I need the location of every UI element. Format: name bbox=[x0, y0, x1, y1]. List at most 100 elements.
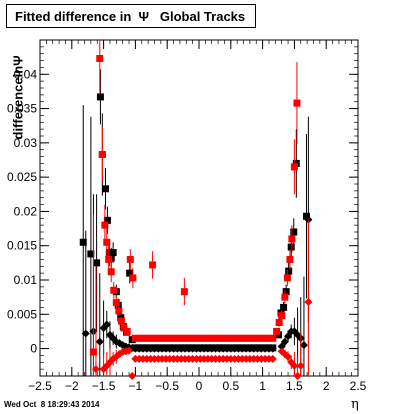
red-square-band-point bbox=[246, 334, 254, 342]
red-square-band-point bbox=[208, 334, 216, 342]
black-square-point bbox=[126, 269, 134, 277]
red-diamond-point bbox=[293, 372, 302, 380]
red-square-band-point bbox=[223, 334, 231, 342]
red-square-band-point bbox=[147, 334, 155, 342]
x-tick-label: 2 bbox=[323, 379, 330, 393]
red-square-band-point bbox=[139, 334, 147, 342]
x-tick-label: 1 bbox=[259, 379, 266, 393]
red-square-band-point bbox=[170, 334, 178, 342]
black-square-point bbox=[282, 288, 290, 296]
black-square-point bbox=[87, 250, 95, 258]
black-square-point bbox=[105, 249, 113, 257]
red-square-point bbox=[96, 55, 104, 63]
red-square-band-point bbox=[242, 334, 250, 342]
x-tick-label: −0.5 bbox=[155, 379, 179, 393]
red-square-point bbox=[123, 327, 131, 335]
red-square-point bbox=[288, 235, 296, 243]
black-square-point bbox=[109, 249, 117, 257]
black-diamond-point bbox=[81, 329, 90, 338]
red-square-band-point bbox=[166, 334, 174, 342]
red-square-band-point bbox=[131, 334, 139, 342]
plot-frame bbox=[39, 39, 359, 377]
red-square-band-point bbox=[150, 334, 158, 342]
y-tick-label: 0.02 bbox=[14, 204, 38, 218]
red-square-point bbox=[115, 307, 123, 315]
red-square-band-point bbox=[189, 334, 197, 342]
red-square-band-point bbox=[143, 334, 151, 342]
red-square-point bbox=[112, 299, 120, 307]
plot-frame-rect bbox=[39, 39, 359, 377]
x-tick-label: 2.5 bbox=[350, 379, 367, 393]
red-square-band-point bbox=[158, 334, 166, 342]
black-square-point bbox=[103, 216, 111, 224]
red-diamond-band-point bbox=[268, 354, 277, 363]
red-square-band-point bbox=[196, 334, 204, 342]
red-square-band-point bbox=[257, 334, 265, 342]
y-tick-label: 0.005 bbox=[7, 307, 37, 321]
red-square-point bbox=[129, 274, 137, 282]
black-square-point bbox=[93, 259, 101, 267]
chart-title-box: Fitted difference in Ψ Global Tracks bbox=[6, 4, 256, 28]
red-square-band-point bbox=[269, 334, 277, 342]
red-square-point bbox=[107, 268, 115, 276]
red-square-point bbox=[149, 261, 157, 269]
red-square-point bbox=[275, 319, 283, 327]
red-square-band-point bbox=[227, 334, 235, 342]
x-tick-label: −2.5 bbox=[28, 379, 52, 393]
red-square-band-point bbox=[238, 334, 246, 342]
black-square-point bbox=[287, 243, 295, 251]
y-tick-label: 0.035 bbox=[7, 102, 37, 116]
red-square-band-point bbox=[177, 334, 185, 342]
red-square-band-point bbox=[204, 334, 212, 342]
x-tick-label: 0.5 bbox=[222, 379, 239, 393]
data-markers bbox=[79, 40, 313, 380]
black-square-point bbox=[102, 185, 110, 193]
timestamp: Wed Oct 8 18:29:43 2014 bbox=[4, 400, 100, 409]
red-square-point bbox=[281, 293, 289, 301]
red-square-point bbox=[283, 274, 291, 282]
black-square-point bbox=[290, 228, 298, 236]
red-square-point bbox=[117, 317, 125, 325]
red-square-band-point bbox=[192, 334, 200, 342]
x-tick-label: −2 bbox=[65, 379, 79, 393]
red-square-band-point bbox=[265, 334, 273, 342]
x-tick-label: 1.5 bbox=[286, 379, 303, 393]
black-square-point bbox=[302, 212, 310, 220]
y-tick-label: 0.015 bbox=[7, 239, 37, 253]
chart-title: Fitted difference in Ψ Global Tracks bbox=[15, 9, 246, 24]
black-square-point bbox=[285, 267, 293, 275]
y-tick-label: 0.01 bbox=[14, 273, 38, 287]
red-square-band-point bbox=[250, 334, 258, 342]
red-square-band-point bbox=[162, 334, 170, 342]
red-square-band-point bbox=[261, 334, 269, 342]
y-tick-label: 0.03 bbox=[14, 136, 38, 150]
red-square-point bbox=[105, 255, 113, 263]
x-tick-label: 0 bbox=[196, 379, 203, 393]
red-square-point bbox=[103, 238, 111, 246]
red-square-point bbox=[101, 221, 109, 229]
y-tick-label: 0.025 bbox=[7, 170, 37, 184]
red-square-point bbox=[286, 255, 294, 263]
red-square-point bbox=[98, 151, 106, 159]
red-square-band-point bbox=[212, 334, 220, 342]
red-diamond-point bbox=[304, 297, 313, 306]
black-square-point bbox=[96, 93, 104, 101]
red-square-band-point bbox=[215, 334, 223, 342]
x-axis-label: η bbox=[351, 397, 359, 412]
y-tick-label: 0 bbox=[30, 342, 37, 356]
red-square-band-point bbox=[219, 334, 227, 342]
tick-labels: −2.5 −2 −1.5 −1 −0.5 0 0.5 1 1.5 2 2.5 0 0.005 0.01 0.… bbox=[7, 67, 367, 393]
red-square-point bbox=[290, 163, 298, 171]
red-diamond-point bbox=[125, 346, 134, 355]
y-axis-label: differenceinΨ bbox=[10, 55, 26, 140]
red-square-band-point bbox=[200, 334, 208, 342]
black-diamond-point bbox=[280, 337, 289, 346]
black-square-point bbox=[280, 303, 288, 311]
black-diamond-point bbox=[102, 320, 111, 329]
red-square-band-point bbox=[181, 334, 189, 342]
red-square-band-point bbox=[135, 334, 143, 342]
red-square-point bbox=[110, 286, 118, 294]
red-square-band-point bbox=[234, 334, 242, 342]
red-diamond-point bbox=[290, 361, 299, 370]
